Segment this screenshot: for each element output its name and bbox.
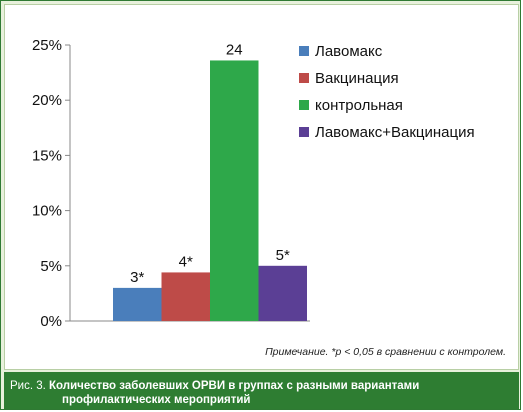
- bar: [258, 265, 307, 321]
- y-tick-label: 0%: [40, 313, 62, 330]
- y-tick-label: 5%: [40, 258, 62, 275]
- bar: [210, 60, 259, 322]
- data-label: 5*: [276, 247, 290, 264]
- y-tick-label: 25%: [32, 37, 62, 54]
- caption-line-1: Количество заболевших ОРВИ в группах с р…: [49, 380, 420, 392]
- legend: Лавомакс Вакцинация контрольная Лавомакс+Ва…: [299, 43, 475, 141]
- data-label: 24: [226, 41, 243, 58]
- legend-label: Лавомакс+Вакцинация: [315, 124, 475, 141]
- legend-swatch: [299, 46, 309, 56]
- legend-label: Вакцинация: [315, 70, 399, 87]
- data-label: 4*: [179, 253, 193, 270]
- bar: [161, 272, 210, 321]
- legend-label: Лавомакс: [315, 43, 383, 60]
- legend-swatch: [299, 100, 309, 110]
- caption-label: Рис. 3.: [10, 380, 46, 392]
- y-tick-label: 15%: [32, 147, 62, 164]
- y-axis: 0% 5% 10% 15% 20% 25%: [32, 37, 310, 330]
- footnote: Примечание. *р < 0,05 в сравнении с конт…: [265, 346, 506, 358]
- figure-caption: Рис. 3. Количество заболевших ОРВИ в гру…: [4, 372, 519, 409]
- legend-swatch: [299, 127, 309, 137]
- y-tick-label: 10%: [32, 203, 62, 220]
- bar: [113, 287, 162, 321]
- caption-line-2: профилактических мероприятий: [62, 394, 251, 406]
- data-label: 3*: [130, 269, 144, 286]
- y-tick-label: 20%: [32, 92, 62, 109]
- legend-swatch: [299, 73, 309, 83]
- chart-panel: 0% 5% 10% 15% 20% 25% 3* 4* 24 5* Лавомакс Вакцин…: [4, 4, 519, 370]
- data-labels: 3* 4* 24 5*: [130, 41, 290, 285]
- bars: [113, 60, 307, 322]
- bar-chart: 0% 5% 10% 15% 20% 25% 3* 4* 24 5* Лавомакс Вакцин…: [32, 37, 475, 330]
- legend-label: контрольная: [315, 97, 403, 114]
